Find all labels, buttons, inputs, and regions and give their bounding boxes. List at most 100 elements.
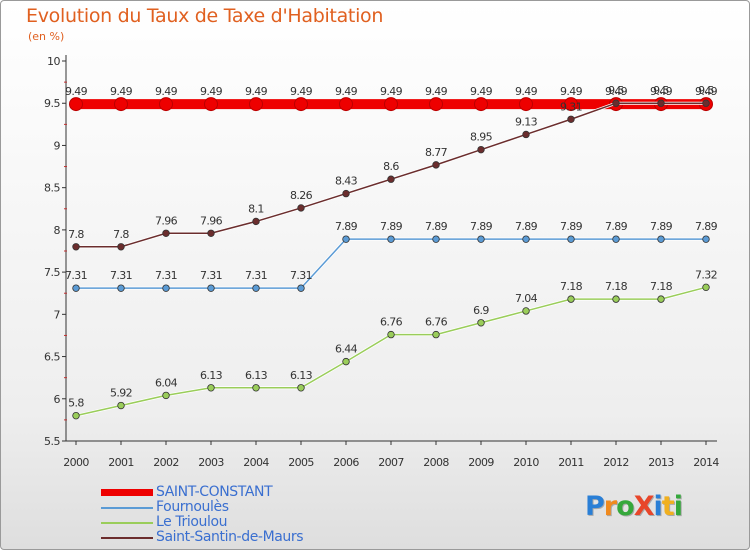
data-label: 7.89 — [515, 220, 538, 233]
x-tick-label: 2009 — [468, 456, 494, 469]
chart-title: Evolution du Taux de Taxe d'Habitation — [26, 5, 384, 27]
data-point — [657, 295, 665, 303]
legend-label: SAINT-CONSTANT — [156, 484, 273, 500]
data-label: 7.8 — [113, 228, 129, 241]
logo-letter: P — [585, 491, 605, 522]
legend-label: Fournoulès — [156, 499, 229, 515]
data-label: 7.89 — [560, 220, 583, 233]
data-point — [567, 295, 575, 303]
data-label: 7.96 — [155, 214, 178, 227]
logo-letter: o — [616, 491, 635, 522]
data-point — [207, 229, 215, 237]
data-point — [477, 145, 485, 154]
data-label: 9.49 — [650, 85, 673, 98]
data-label: 6.44 — [335, 343, 358, 356]
data-label: 9.49 — [560, 85, 583, 98]
data-label: 7.18 — [560, 280, 583, 293]
data-point — [162, 284, 170, 292]
data-label: 7.04 — [515, 292, 538, 305]
data-point — [702, 99, 710, 107]
data-point — [657, 235, 665, 243]
data-label: 7.89 — [425, 220, 448, 233]
data-point — [387, 175, 395, 183]
x-tick-label: 2001 — [108, 456, 134, 469]
data-label: 9.49 — [155, 85, 178, 98]
data-label: 9.5 — [608, 84, 624, 97]
x-tick-label: 2008 — [423, 456, 449, 469]
legend-swatch — [101, 537, 153, 539]
data-label: 9.49 — [335, 85, 358, 98]
data-label: 7.18 — [605, 280, 628, 293]
data-label: 7.32 — [695, 268, 717, 281]
data-point — [252, 384, 260, 392]
data-label: 6.04 — [155, 376, 178, 389]
data-point — [519, 97, 533, 112]
data-label: 8.1 — [248, 202, 264, 215]
data-label: 7.31 — [65, 269, 87, 282]
data-label: 7.31 — [245, 269, 267, 282]
data-label: 9.49 — [605, 85, 628, 98]
data-label: 8.43 — [335, 175, 358, 188]
data-point — [387, 235, 395, 243]
data-point — [297, 204, 305, 212]
data-label: 6.76 — [425, 316, 448, 329]
data-label: 8.77 — [425, 146, 448, 159]
data-label: 7.31 — [200, 269, 222, 282]
data-point — [204, 97, 218, 112]
data-point — [702, 283, 710, 292]
data-label: 9.49 — [65, 85, 88, 98]
data-point — [207, 384, 215, 392]
data-label: 9.5 — [698, 84, 714, 97]
data-label: 7.31 — [110, 269, 132, 282]
x-tick-label: 2014 — [693, 456, 719, 469]
data-point — [384, 97, 398, 112]
data-label: 9.49 — [695, 85, 718, 98]
data-point — [297, 384, 305, 392]
data-point — [72, 411, 80, 420]
legend: SAINT-CONSTANT Fournoulès Le Trioulou Saint… — [101, 484, 361, 545]
legend-item: Le Trioulou — [101, 514, 361, 530]
legend-swatch — [101, 522, 153, 524]
logo-letter: r — [603, 491, 617, 522]
legend-label: Le Trioulou — [156, 514, 228, 530]
data-label: 9.31 — [560, 100, 582, 113]
data-point — [657, 99, 665, 107]
data-label: 9.49 — [245, 85, 268, 98]
data-point — [69, 97, 83, 112]
data-point — [612, 235, 620, 243]
logo-letter: i — [653, 491, 663, 522]
y-tick-label: 5.5 — [44, 435, 60, 448]
y-tick-label: 7 — [54, 308, 61, 321]
y-tick-label: 9.5 — [44, 97, 60, 110]
data-point — [117, 401, 125, 410]
data-point — [159, 97, 173, 112]
y-tick-label: 9 — [54, 139, 61, 152]
data-label: 7.89 — [335, 220, 358, 233]
series-line-halo — [75, 285, 707, 418]
unit-label: (en %) — [28, 30, 65, 43]
data-point — [522, 235, 530, 243]
y-tick-label: 7.5 — [44, 266, 60, 279]
logo-letter: i — [673, 491, 683, 522]
data-label: 7.89 — [380, 220, 403, 233]
data-label: 6.13 — [245, 369, 268, 382]
y-tick-label: 6.5 — [44, 351, 60, 364]
x-tick-label: 2003 — [198, 456, 224, 469]
data-label: 9.13 — [515, 115, 538, 128]
x-tick-label: 2002 — [153, 456, 179, 469]
data-label: 9.49 — [515, 85, 538, 98]
data-label: 8.95 — [470, 131, 493, 144]
data-point — [702, 235, 710, 243]
data-point — [162, 391, 170, 400]
data-point — [567, 235, 575, 243]
data-point — [162, 229, 170, 237]
data-label: 9.49 — [380, 85, 403, 98]
data-point — [207, 284, 215, 292]
data-point — [522, 130, 530, 139]
data-point — [297, 284, 305, 292]
data-label: 7.96 — [200, 214, 223, 227]
data-point — [342, 357, 350, 366]
data-point — [72, 243, 80, 251]
